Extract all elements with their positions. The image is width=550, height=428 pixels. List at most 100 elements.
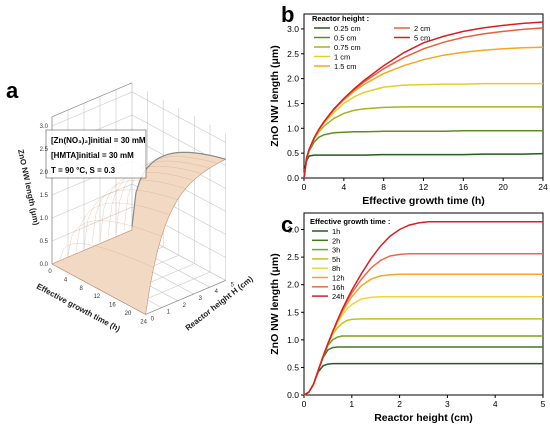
plot-frame [303,212,544,396]
y-tick-label: 5 [231,282,235,288]
x-tick-label: 20 [498,182,508,192]
x-tick-label: 4 [64,277,68,283]
y-tick-label: 3.0 [287,225,299,235]
legend-label: 5h [332,255,340,264]
x-tick-label: 8 [80,286,84,292]
x-tick-label: 8 [381,182,386,192]
y-tick-label: 1.0 [287,335,299,345]
box-edge [145,280,226,315]
x-tick-label: 24 [140,319,147,325]
box-edge [51,82,133,118]
surface-3d-chart: [Zn(NO₃)₂]initial = 30 mM [HMTA]initial … [16,82,255,334]
series-line [303,346,543,396]
legend-label: 3h [332,246,340,255]
x-tick-label: 1 [349,399,354,409]
mesh-line [99,172,194,241]
y-tick-label: 0.5 [287,362,299,372]
series-line [303,106,543,179]
annotation-line-3: T = 90 °C, S = 0.3 [51,166,116,175]
annotation-line-2: [HMTA]initial = 30 mM [51,151,134,160]
z-tick-label: 0.5 [40,239,49,245]
mesh-line [107,165,202,237]
x-tick-label: 4 [493,399,498,409]
z-tick-label: 0.0 [40,262,49,268]
y-tick-label: 2.5 [287,49,299,59]
series-line [303,362,543,396]
y-tick-label: 1.5 [287,307,299,317]
series-line [303,318,543,396]
panel-letter-b: b [281,2,295,27]
y-tick-label: 3 [199,296,203,302]
y-tick-label: 0.0 [287,173,299,183]
x-tick-label: 0 [48,269,52,275]
y-axis-title: ZnO NW length (μm) [269,45,281,147]
y-tick-label: 0.5 [287,148,299,158]
x-tick-label: 4 [341,182,346,192]
y-tick-label: 3.0 [287,24,299,34]
x-axis-title: Effective growth time (h) [362,195,485,207]
legend-label: 1h [332,227,340,236]
z-tick-label: 1.5 [40,193,49,199]
series-line [303,152,544,179]
y-axis-title: ZnO NW length (μm) [269,253,281,355]
legend-title: Reactor height : [312,14,369,23]
x-tick-label: 12 [93,294,100,300]
legend-label: 1.5 cm [334,62,357,71]
series-line [303,335,543,396]
growth-time-line-chart: 0 4 8 12 16 20 24 0.0 0.5 1.0 1.5 2.0 2.5 3.0 Effectiv… [269,13,548,207]
x-tick-label: 16 [109,303,116,309]
reactor-height-line-chart: 0 1 2 3 4 5 0.0 0.5 1.0 1.5 2.0 2.5 3.0 Reactor heigh… [269,212,546,424]
legend-title: Effective growth time : [310,217,390,226]
mesh-line [83,189,178,248]
y-tick-label: 1 [167,310,171,316]
legend-label: 2h [332,236,340,245]
z-tick-label: 3.0 [40,124,49,130]
y-tick-label: 0 [151,316,155,322]
annotation-box [45,129,147,179]
series-line [303,221,543,396]
legend-label: 2 cm [414,24,430,33]
x-tick-label: 16 [459,182,469,192]
surface-ridge [131,151,226,227]
legend-label: 0.75 cm [334,43,361,52]
series-line [303,296,543,396]
x-tick-label: 3 [445,399,450,409]
z-axis-title: ZnO NW length (μm) [16,149,41,227]
legend-label: 12h [332,274,345,283]
mesh-line [59,243,154,268]
y-tick-label: 0.0 [287,390,299,400]
y-tick-label: 2.0 [287,280,299,290]
mesh-line [75,202,170,252]
legend-label: 24h [332,292,345,301]
z-tick-label: 2.0 [40,170,49,176]
x-tick-label: 2 [397,399,402,409]
legend-label: 16h [332,283,345,292]
y-tick-label: 1.0 [287,123,299,133]
mesh-line [67,220,162,256]
x-tick-label: 0 [302,182,307,192]
y-tick-label: 2 [183,303,187,309]
legend-label: 5 cm [414,34,430,43]
y-tick-label: 2.5 [287,252,299,262]
z-tick-label: 1.0 [40,216,49,222]
x-tick-label: 0 [302,399,307,409]
panel-letter-c: c [281,212,294,237]
y-tick-label: 2.0 [287,74,299,84]
x-tick-label: 24 [538,182,548,192]
x-axis-title: Reactor height (cm) [374,412,473,424]
y-tick-label: 1.5 [287,98,299,108]
x-tick-label: 12 [419,182,429,192]
series-line [303,130,543,179]
legend-label: 1 cm [334,53,350,62]
panel-letter-a: a [6,78,19,103]
series-line [303,21,544,179]
y-tick-label: 4 [215,289,219,295]
annotation-line-1: [Zn(NO₃)₂]initial = 30 mM [51,136,146,145]
legend-label: 0.5 cm [334,34,357,43]
condition-annotation: [Zn(NO₃)₂]initial = 30 mM [HMTA]initial … [45,129,147,179]
x-tick-label: 5 [541,399,546,409]
x-tick-label: 20 [125,311,132,317]
z-tick-label: 2.5 [40,147,49,153]
legend-label: 8h [332,264,340,273]
